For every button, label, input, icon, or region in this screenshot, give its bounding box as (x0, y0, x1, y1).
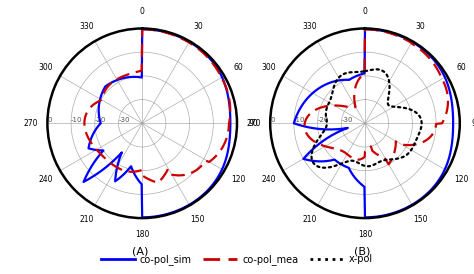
Legend: co-pol_sim, co-pol_mea, x-pol: co-pol_sim, co-pol_mea, x-pol (97, 250, 377, 269)
Text: (A): (A) (132, 247, 148, 256)
Text: (B): (B) (355, 247, 371, 256)
